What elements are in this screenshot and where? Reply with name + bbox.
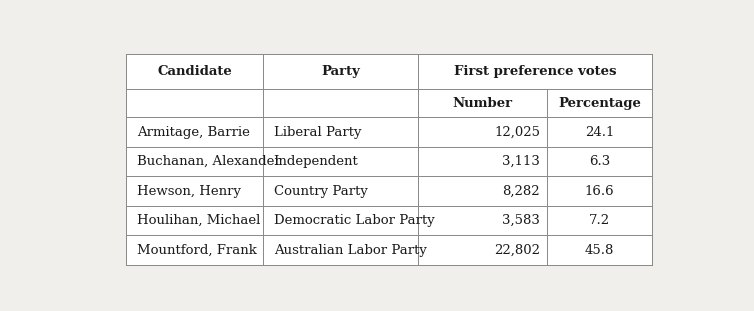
Text: Country Party: Country Party bbox=[274, 184, 367, 197]
Text: 6.3: 6.3 bbox=[589, 155, 610, 168]
Text: 16.6: 16.6 bbox=[585, 184, 615, 197]
Text: Buchanan, Alexander: Buchanan, Alexander bbox=[137, 155, 280, 168]
Text: 45.8: 45.8 bbox=[585, 244, 615, 257]
Text: Australian Labor Party: Australian Labor Party bbox=[274, 244, 427, 257]
Text: 24.1: 24.1 bbox=[585, 126, 615, 139]
Bar bbox=[127, 54, 652, 265]
Text: 3,113: 3,113 bbox=[502, 155, 540, 168]
Text: Democratic Labor Party: Democratic Labor Party bbox=[274, 214, 434, 227]
Text: Armitage, Barrie: Armitage, Barrie bbox=[137, 126, 250, 139]
Text: Number: Number bbox=[452, 97, 513, 109]
Text: Percentage: Percentage bbox=[558, 97, 641, 109]
Text: Hewson, Henry: Hewson, Henry bbox=[137, 184, 241, 197]
Text: 12,025: 12,025 bbox=[494, 126, 540, 139]
Text: Independent: Independent bbox=[274, 155, 358, 168]
Text: First preference votes: First preference votes bbox=[454, 65, 617, 78]
Text: Candidate: Candidate bbox=[158, 65, 232, 78]
Text: Houlihan, Michael: Houlihan, Michael bbox=[137, 214, 260, 227]
Text: 22,802: 22,802 bbox=[494, 244, 540, 257]
Text: 7.2: 7.2 bbox=[589, 214, 610, 227]
Text: Liberal Party: Liberal Party bbox=[274, 126, 361, 139]
Text: Party: Party bbox=[321, 65, 360, 78]
Text: Mountford, Frank: Mountford, Frank bbox=[137, 244, 257, 257]
Text: 3,583: 3,583 bbox=[502, 214, 540, 227]
Text: 8,282: 8,282 bbox=[502, 184, 540, 197]
